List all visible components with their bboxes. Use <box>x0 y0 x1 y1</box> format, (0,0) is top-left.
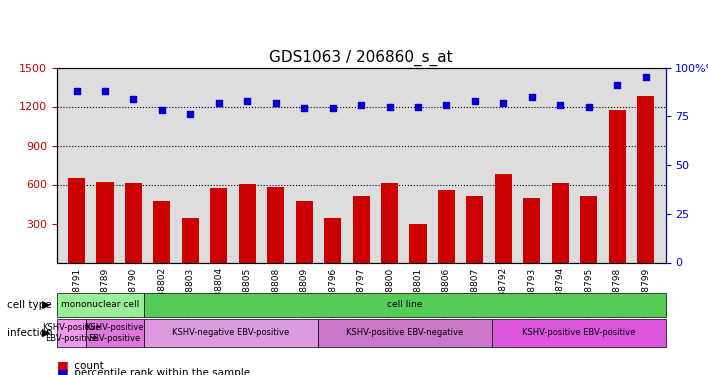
Text: KSHV-positive EBV-negative: KSHV-positive EBV-negative <box>346 328 463 338</box>
Bar <box>438 190 455 262</box>
Point <box>384 104 395 110</box>
Bar <box>210 188 227 262</box>
Text: cell type: cell type <box>7 300 52 310</box>
Bar <box>324 217 341 262</box>
Bar <box>239 184 256 262</box>
Bar <box>580 196 598 262</box>
Bar <box>96 182 113 262</box>
Point <box>640 74 651 80</box>
Point <box>71 88 82 94</box>
Bar <box>267 187 284 262</box>
Bar <box>154 201 171 262</box>
Text: cell line: cell line <box>387 300 422 309</box>
Bar <box>495 174 512 262</box>
Point <box>241 98 253 104</box>
Text: mononuclear cell: mononuclear cell <box>61 300 139 309</box>
Bar <box>125 183 142 262</box>
Point <box>213 100 224 106</box>
Text: ■: ■ <box>57 367 69 375</box>
Bar <box>68 178 85 262</box>
Bar <box>523 198 540 262</box>
Bar <box>552 183 569 262</box>
Text: infection: infection <box>7 328 52 338</box>
Text: KSHV-positive
EBV-positive: KSHV-positive EBV-positive <box>86 323 144 342</box>
Bar <box>353 196 370 262</box>
Text: count: count <box>71 361 103 370</box>
Text: ▶: ▶ <box>42 300 50 310</box>
Bar <box>409 224 426 262</box>
Point <box>469 98 481 104</box>
Text: ■: ■ <box>57 359 69 372</box>
Text: KSHV-negative EBV-positive: KSHV-negative EBV-positive <box>172 328 290 338</box>
Point <box>583 104 594 110</box>
Point <box>441 102 452 108</box>
Point <box>554 102 566 108</box>
Bar <box>182 218 199 262</box>
Bar <box>609 110 626 262</box>
Bar <box>381 183 398 262</box>
Point <box>156 107 168 113</box>
Bar <box>296 201 313 262</box>
Point <box>327 105 338 111</box>
Bar <box>637 96 654 262</box>
Point <box>128 96 139 102</box>
Point <box>185 111 196 117</box>
Text: KSHV-positive
EBV-positive: KSHV-positive EBV-positive <box>42 323 101 342</box>
Point <box>299 105 310 111</box>
Title: GDS1063 / 206860_s_at: GDS1063 / 206860_s_at <box>269 50 453 66</box>
Text: KSHV-positive EBV-positive: KSHV-positive EBV-positive <box>522 328 635 338</box>
Point <box>612 82 623 88</box>
Point <box>412 104 423 110</box>
Point <box>355 102 367 108</box>
Point <box>526 94 537 100</box>
Point <box>99 88 110 94</box>
Point <box>270 100 281 106</box>
Point <box>498 100 509 106</box>
Bar <box>467 196 484 262</box>
Text: percentile rank within the sample: percentile rank within the sample <box>71 368 250 375</box>
Text: ▶: ▶ <box>42 328 50 338</box>
